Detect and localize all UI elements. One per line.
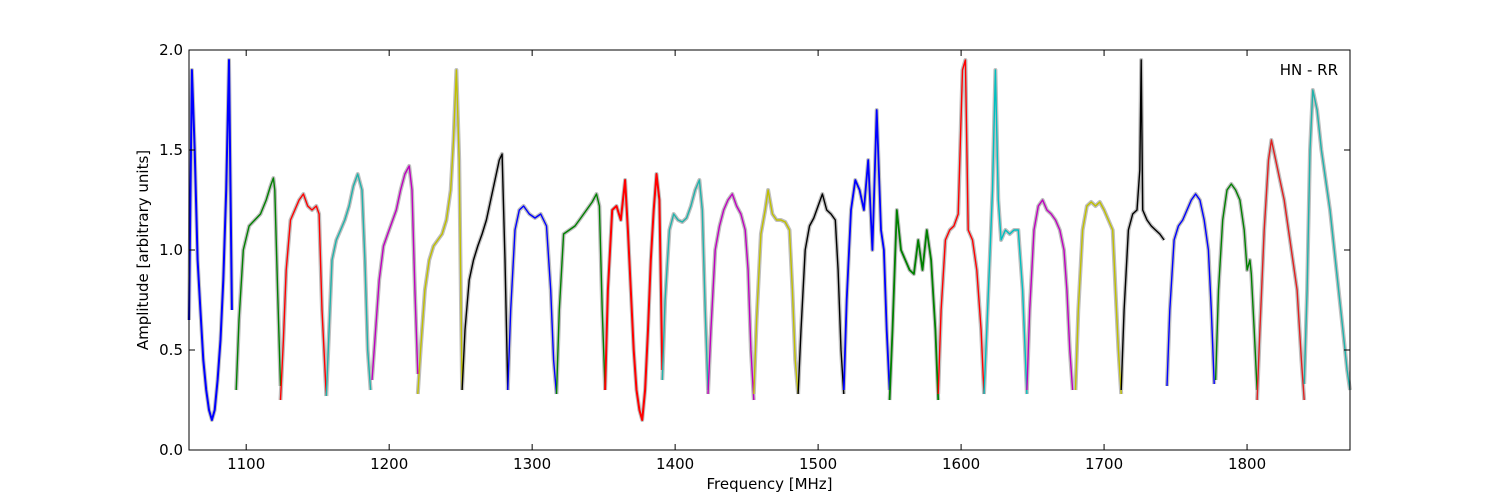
x-tick-label: 1200 — [370, 455, 408, 473]
series-line-11 — [661, 179, 709, 391]
x-tick-label: 1400 — [656, 455, 694, 473]
series-line-25 — [1303, 89, 1351, 391]
series-line-10 — [604, 173, 664, 421]
y-axis-title: Amplitude [arbitrary units] — [134, 150, 152, 350]
x-tick-label: 1300 — [513, 455, 551, 473]
series-line-1 — [188, 59, 233, 421]
series-line-14 — [797, 193, 845, 395]
x-tick-label: 1800 — [1228, 455, 1266, 473]
series-line-12 — [707, 193, 755, 401]
series-line-17 — [937, 59, 985, 395]
series-line-2 — [235, 177, 282, 391]
series-line-15 — [842, 109, 891, 391]
series-line-22 — [1166, 193, 1215, 387]
y-axis: 0.0 0.5 1.0 1.5 2.0 — [159, 41, 1350, 459]
series-line-7 — [461, 153, 509, 391]
x-axis: 1100 1200 1300 1400 1500 1600 1700 1800 — [227, 50, 1266, 473]
series-line-23 — [1214, 183, 1258, 391]
series-line-20 — [1074, 201, 1122, 395]
x-tick-label: 1500 — [799, 455, 837, 473]
series-line-21 — [1120, 59, 1165, 391]
x-tick-label: 1100 — [227, 455, 265, 473]
y-tick-label: 0.0 — [159, 441, 183, 459]
series-line-16 — [888, 209, 940, 401]
y-tick-label: 2.0 — [159, 41, 183, 59]
y-tick-label: 1.0 — [159, 241, 183, 259]
series-line-9 — [555, 193, 606, 395]
series-line-3 — [279, 193, 327, 401]
x-axis-title: Frequency [MHz] — [706, 475, 832, 493]
series-line-19 — [1026, 199, 1074, 391]
series-layer — [188, 59, 1351, 421]
series-line-13 — [753, 189, 799, 395]
y-tick-label: 0.5 — [159, 341, 183, 359]
series-line-8 — [507, 205, 558, 395]
series-line-6 — [417, 69, 463, 395]
chart-annotation: HN - RR — [1280, 61, 1338, 79]
series-line-5 — [371, 165, 419, 381]
x-tick-label: 1600 — [942, 455, 980, 473]
series-line-18 — [983, 69, 1028, 395]
series-line-24 — [1256, 139, 1305, 401]
y-tick-label: 1.5 — [159, 141, 183, 159]
series-line-4 — [325, 173, 372, 397]
x-tick-label: 1700 — [1085, 455, 1123, 473]
